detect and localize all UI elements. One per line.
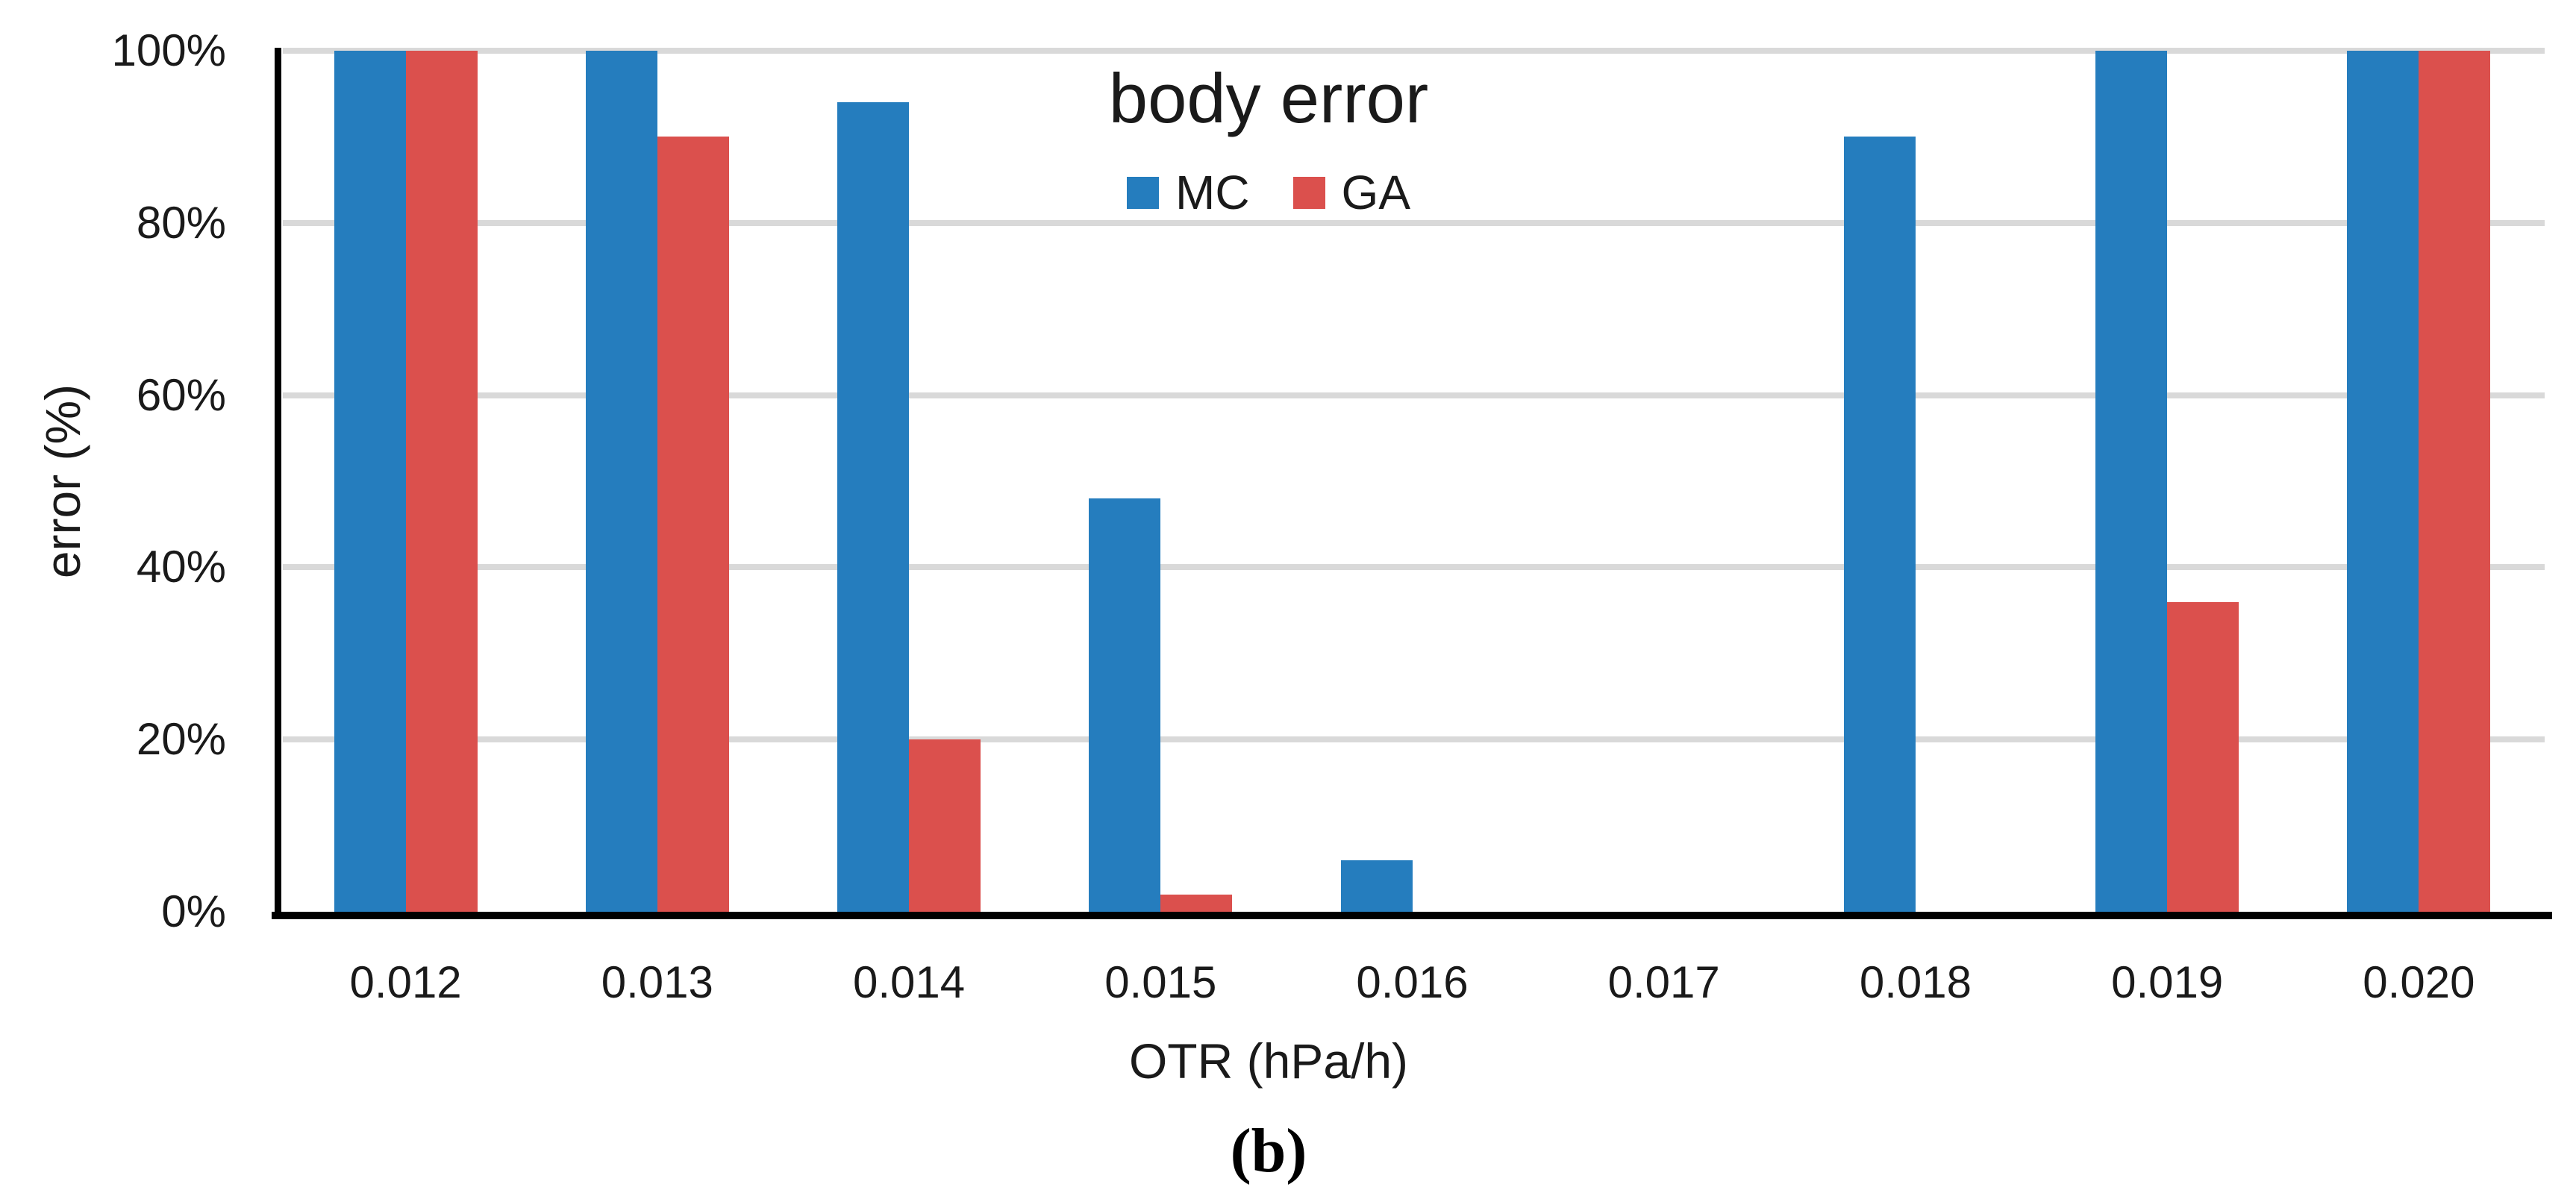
legend-label-mc: MC (1175, 166, 1250, 219)
x-tick-label-0.013: 0.013 (601, 957, 713, 1007)
y-tick-label-80pct: 80% (136, 197, 226, 248)
gridline-40 (283, 564, 2545, 571)
y-tick-label-0pct: 0% (161, 886, 226, 936)
x-axis-title: OTR (hPa/h) (1128, 1033, 1409, 1089)
x-tick-label-0.015: 0.015 (1104, 957, 1217, 1007)
bar-ga-0.014 (909, 739, 981, 912)
gridline-100 (283, 48, 2545, 54)
bar-mc-0.014 (837, 102, 910, 912)
x-tick-label-0.019: 0.019 (2111, 957, 2224, 1007)
x-tick-label-0.017: 0.017 (1607, 957, 1720, 1007)
legend-item-mc: MC (1127, 169, 1250, 216)
x-tick-label-0.014: 0.014 (852, 957, 966, 1007)
gridline-20 (283, 736, 2545, 743)
y-tick-label-40pct: 40% (136, 542, 226, 592)
x-tick-label-0.012: 0.012 (349, 957, 462, 1007)
gridline-80 (283, 219, 2545, 226)
legend-item-ga: GA (1292, 166, 1410, 219)
bar-ga-0.019 (2167, 601, 2239, 912)
bar-mc-0.016 (1340, 860, 1413, 912)
chart-title: body error (1108, 59, 1429, 137)
bar-mc-0.019 (2095, 51, 2168, 912)
legend: MC GA (1127, 169, 1410, 216)
x-tick-label-0.016: 0.016 (1356, 957, 1469, 1007)
y-tick-label-100pct: 100% (111, 25, 226, 75)
bar-mc-0.012 (334, 51, 406, 912)
legend-label-ga: GA (1341, 166, 1410, 219)
bar-ga-0.012 (405, 51, 478, 912)
x-axis-line (272, 912, 2552, 919)
legend-swatch-ga (1292, 176, 1325, 209)
bar-mc-0.020 (2347, 51, 2419, 912)
bar-mc-0.018 (1843, 137, 1916, 912)
figure-caption: (b) (1230, 1116, 1307, 1186)
x-tick-label-0.020: 0.020 (2363, 957, 2475, 1007)
bar-mc-0.013 (585, 51, 657, 912)
bar-mc-0.015 (1089, 498, 1161, 912)
y-tick-label-60pct: 60% (136, 369, 226, 420)
gridline-60 (283, 392, 2545, 398)
x-tick-label-0.018: 0.018 (1859, 957, 1972, 1007)
y-tick-label-20pct: 20% (136, 714, 226, 765)
y-axis-line (275, 48, 281, 919)
legend-swatch-mc (1127, 176, 1159, 209)
bar-ga-0.015 (1160, 894, 1233, 912)
bar-ga-0.013 (657, 137, 729, 912)
bar-ga-0.020 (2419, 51, 2491, 912)
